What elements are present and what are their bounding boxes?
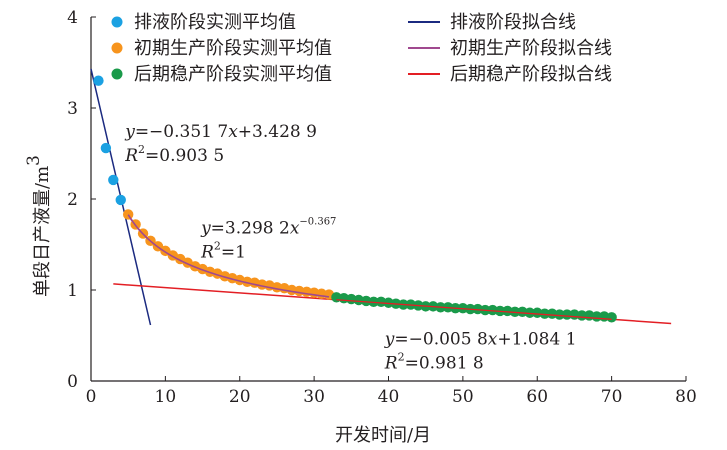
- r-squared-drainage: R2=0.903 5: [124, 143, 224, 166]
- annotations: y=−0.351 7x+3.428 9R2=0.903 5y=3.298 2x−…: [124, 122, 576, 373]
- legend-label: 后期稳产阶段实测平均值: [134, 64, 332, 85]
- legend-label: 排液阶段拟合线: [450, 12, 576, 33]
- point-drainage: [108, 174, 119, 186]
- equation-var: x: [488, 330, 498, 350]
- point-drainage: [100, 142, 112, 154]
- equation-early: y=3.298 2x−0.367: [200, 217, 336, 239]
- x-tick-label: 50: [452, 387, 474, 407]
- fit-line-overlay: [127, 214, 330, 298]
- y-axis-title-text: 单段日产液量/m: [32, 166, 53, 297]
- point-late: [561, 309, 573, 320]
- legend-marker: [111, 68, 123, 80]
- equation-late: y=−0.005 8x+1.084 1: [384, 330, 577, 350]
- r-squared-value: =0.981 8: [405, 354, 484, 374]
- equation-var: y: [124, 122, 135, 142]
- fit-lines: [90, 68, 672, 326]
- legend-label: 初期生产阶段实测平均值: [134, 38, 332, 59]
- r-squared-value: =1: [221, 243, 246, 263]
- y-tick-label: 3: [67, 99, 78, 119]
- equation-drainage: y=−0.351 7x+3.428 9: [124, 122, 317, 142]
- point-drainage: [115, 194, 126, 206]
- point-early: [122, 209, 134, 220]
- equation-var: y: [384, 330, 395, 350]
- point-late: [606, 312, 617, 323]
- x-tick-label: 40: [378, 387, 400, 407]
- x-tick-label: 20: [229, 387, 251, 407]
- x-tick-label: 0: [86, 387, 97, 407]
- x-tick-label: 10: [155, 387, 177, 407]
- y-axis-title-sup: 3: [24, 155, 44, 166]
- r-squared-late: R2=0.981 8: [384, 351, 484, 374]
- equation-var: y: [200, 219, 211, 239]
- r-squared-value: =0.903 5: [145, 146, 224, 166]
- data-points: [93, 75, 617, 323]
- equation-exponent: −0.367: [299, 217, 336, 228]
- equation-var: x: [228, 122, 238, 142]
- equation-var: x: [290, 219, 300, 239]
- r-squared-sup: 2: [214, 240, 221, 253]
- legend-label: 后期稳产阶段拟合线: [450, 64, 612, 85]
- point-drainage: [93, 75, 104, 86]
- legend-marker: [111, 42, 123, 54]
- x-tick-label: 60: [526, 387, 548, 407]
- y-tick-label: 1: [67, 281, 78, 301]
- point-late: [554, 309, 565, 320]
- point-late: [539, 308, 550, 319]
- fit-line-overlay: [336, 299, 612, 320]
- y-tick-label: 0: [67, 372, 78, 392]
- equation-text: =−0.005 8: [394, 330, 487, 350]
- x-tick-label: 70: [601, 387, 623, 407]
- equation-tail: +1.084 1: [497, 330, 576, 350]
- point-late: [524, 307, 536, 318]
- x-tick-label: 30: [303, 387, 325, 407]
- r-squared-var: R: [384, 354, 398, 374]
- legend-marker: [111, 16, 123, 28]
- legend-label: 初期生产阶段拟合线: [450, 38, 612, 59]
- r-squared-sup: 2: [398, 351, 405, 364]
- y-axis-title: 单段日产液量/m3: [24, 155, 53, 297]
- r-squared-var: R: [200, 243, 214, 263]
- r-squared-sup: 2: [138, 143, 145, 156]
- equation-text: =−0.351 7: [135, 122, 228, 142]
- x-axis-title: 开发时间/月: [335, 425, 431, 446]
- y-tick-label: 4: [67, 8, 78, 28]
- r-squared-early: R2=1: [200, 240, 246, 263]
- equation-tail: +3.428 9: [238, 122, 317, 142]
- x-tick-label: 80: [675, 387, 697, 407]
- axes: 0 10 20 30 40 50 60 70 80 0 1 2 3 4: [67, 8, 697, 407]
- point-late: [576, 310, 588, 321]
- legend-label: 排液阶段实测平均值: [134, 12, 296, 33]
- r-squared-var: R: [124, 146, 138, 166]
- equation-text: =3.298 2: [211, 219, 290, 239]
- y-tick-label: 2: [67, 190, 78, 210]
